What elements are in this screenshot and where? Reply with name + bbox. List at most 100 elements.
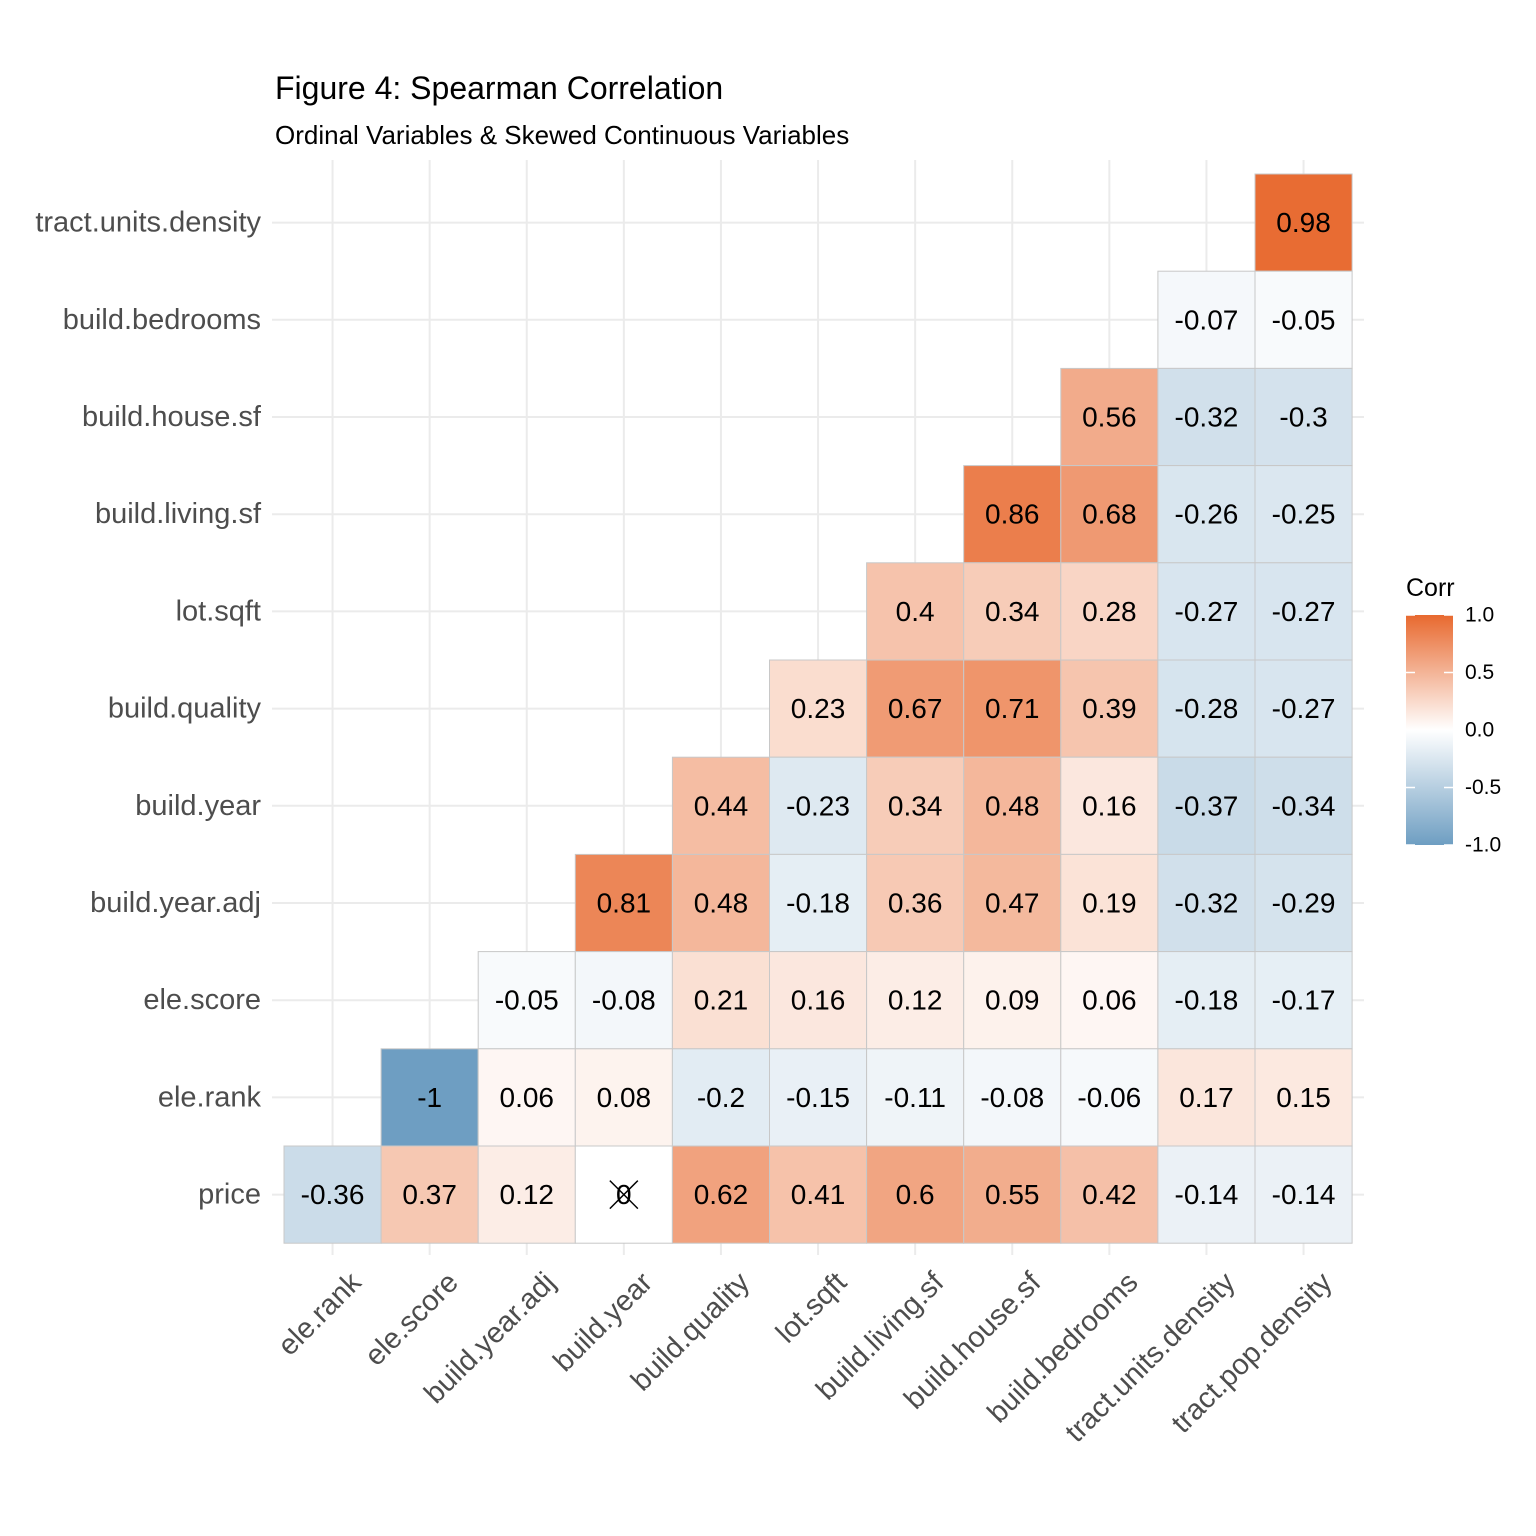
cell-value-label: 0.68 [1082, 499, 1137, 530]
y-axis-label: price [198, 1179, 261, 1211]
cell-value-label: -0.29 [1272, 888, 1336, 919]
cell-value-label: 0.23 [791, 693, 846, 724]
cell-value-label: -0.05 [495, 985, 559, 1016]
heatmap-cell [1060, 853, 1159, 953]
heatmap-cell [1254, 1048, 1353, 1147]
cell-value-label: 0.47 [985, 888, 1040, 919]
heatmap-cell [1060, 367, 1159, 467]
heatmap-cell [1157, 562, 1256, 661]
heatmap-cell [1254, 659, 1353, 758]
heatmap-cell [963, 465, 1062, 564]
heatmap-cell [769, 1145, 868, 1244]
cell-value-label: 0.55 [985, 1179, 1040, 1210]
cell-value-label: 0.42 [1082, 1179, 1137, 1210]
cell-value-label: -0.18 [786, 888, 850, 919]
cell-value-label: -0.25 [1272, 499, 1336, 530]
x-axis-label: tract.pop.density [1166, 1266, 1339, 1439]
heatmap-cell [769, 951, 868, 1050]
heatmap-cell [1254, 951, 1353, 1050]
y-axis-label: build.bedrooms [63, 304, 261, 336]
cell-value-label: 0.16 [1082, 790, 1137, 821]
cell-value-label: -0.32 [1175, 402, 1239, 433]
cell-value-label: -0.08 [980, 1082, 1044, 1113]
cell-value-label: -0.27 [1272, 596, 1336, 627]
cell-value-label: 0.62 [694, 1179, 749, 1210]
cell-value-label: -0.17 [1272, 985, 1336, 1016]
cell-value-label: 0.08 [597, 1082, 652, 1113]
cell-value-label: 0.48 [985, 790, 1040, 821]
heatmap-cell [1254, 173, 1353, 272]
cell-value-label: 0.19 [1082, 888, 1137, 919]
cell-value-label: 0.98 [1276, 207, 1331, 238]
heatmap-cell [963, 756, 1062, 855]
cell-value-label: -0.06 [1077, 1082, 1141, 1113]
cell-value-label: -0.15 [786, 1082, 850, 1113]
cell-value-label: 0.37 [402, 1179, 457, 1210]
heatmap-cell [574, 951, 673, 1050]
cell-value-label: 0.34 [888, 790, 943, 821]
legend-tick-label: 0.5 [1465, 661, 1494, 684]
cell-value-label: -0.2 [697, 1082, 745, 1113]
cell-value-label: 0.06 [500, 1082, 555, 1113]
cell-value-label: -0.07 [1175, 304, 1239, 335]
cell-value-label: 0.6 [896, 1179, 935, 1210]
cell-value-label: 0.12 [500, 1179, 555, 1210]
heatmap-cell [866, 853, 965, 953]
heatmap-cell [963, 659, 1062, 758]
heatmap-cell [1254, 465, 1353, 564]
heatmap-cell [866, 1145, 965, 1244]
x-axis-label: tract.units.density [1059, 1266, 1242, 1449]
heatmap-cell [1254, 270, 1353, 369]
heatmap-cell [1254, 367, 1353, 467]
cell-value-label: 0.86 [985, 499, 1040, 530]
y-axis-label: lot.sqft [176, 595, 261, 627]
x-axis-labels: ele.rankele.scorebuild.year.adjbuild.yea… [272, 1266, 1339, 1449]
legend-tick-label: -1.0 [1465, 834, 1501, 857]
heatmap-cell [769, 659, 868, 758]
heatmap-cell [769, 756, 868, 855]
cell-value-label: -0.18 [1175, 985, 1239, 1016]
cell-value-label: 0.15 [1276, 1082, 1331, 1113]
cell-value-label: -0.37 [1175, 790, 1239, 821]
cell-value-label: 0.34 [985, 596, 1040, 627]
chart-title: Figure 4: Spearman Correlation [275, 70, 724, 106]
cell-value-label: 0.21 [694, 985, 749, 1016]
heatmap-cell [1157, 465, 1256, 564]
insignificant-cross-mark [609, 1180, 639, 1210]
heatmap-cell [963, 951, 1062, 1050]
heatmap-cell [866, 1048, 965, 1147]
cell-value-label: 0.06 [1082, 985, 1137, 1016]
cell-value-labels: 0.98 -0.07 -0.05 0.56 -0.32 -0.3 0.86 0.68 -0.26… [301, 207, 1336, 1210]
y-axis-label: build.house.sf [82, 401, 262, 433]
heatmap-cell [671, 1048, 771, 1147]
heatmap-cell [1157, 1048, 1256, 1147]
x-axis-label: ele.rank [272, 1266, 368, 1362]
cell-value-label: -0.28 [1175, 693, 1239, 724]
cell-value-label: -0.34 [1272, 790, 1336, 821]
heatmap-cell [866, 756, 965, 855]
cell-value-label: -0.08 [592, 985, 656, 1016]
cell-value-label: 0.41 [791, 1179, 846, 1210]
heatmap-cell [963, 562, 1062, 661]
heatmap-cell [1157, 756, 1256, 855]
y-axis-labels: price ele.rank ele.score build.year.adj buil… [35, 207, 262, 1211]
heatmap-cell [866, 659, 965, 758]
cell-value-label: -0.27 [1175, 596, 1239, 627]
cell-value-label: 0.81 [597, 888, 652, 919]
cell-value-label: 0.28 [1082, 596, 1137, 627]
cell-value-label: -0.11 [884, 1082, 946, 1113]
y-axis-label: ele.score [143, 984, 261, 1016]
y-axis-label: build.quality [108, 693, 262, 725]
x-axis-label: lot.sqft [770, 1266, 853, 1349]
heatmap-cell [769, 1048, 868, 1147]
heatmap-cell [1157, 367, 1256, 467]
heatmap-cell [477, 1145, 576, 1244]
cell-value-label: -0.14 [1175, 1179, 1239, 1210]
y-axis-label: ele.rank [158, 1081, 262, 1113]
cell-value-label: -1 [417, 1082, 442, 1113]
cell-value-label: 0.39 [1082, 693, 1137, 724]
heatmap-cell [1157, 853, 1256, 953]
heatmap-cell [1254, 1145, 1353, 1244]
cell-value-label: 0.71 [985, 693, 1040, 724]
